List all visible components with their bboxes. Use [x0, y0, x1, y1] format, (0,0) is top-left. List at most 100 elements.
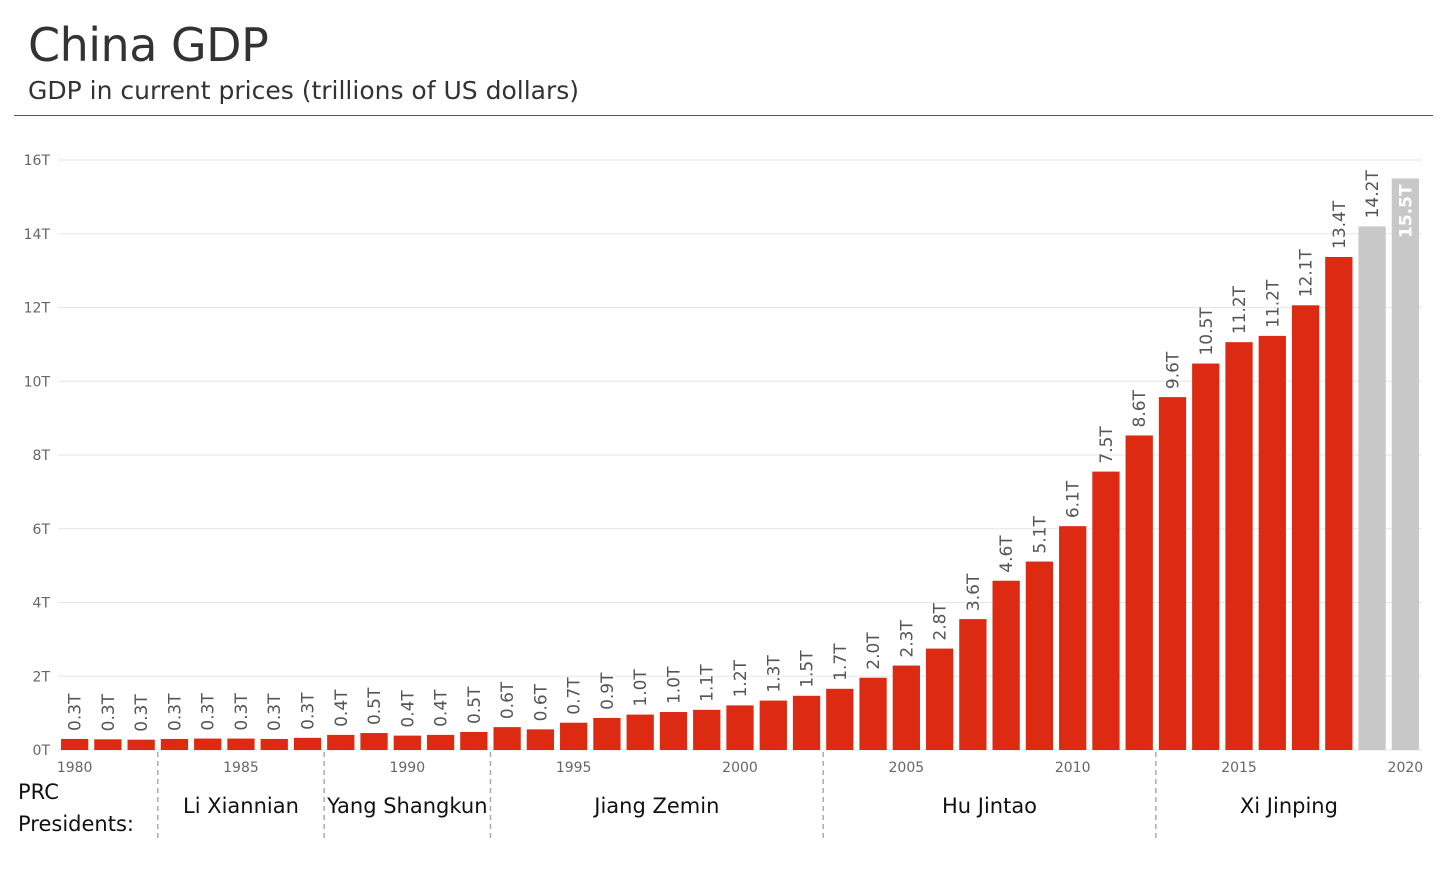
- data-label: 0.3T: [299, 692, 319, 730]
- gdp-bar: [759, 700, 787, 750]
- data-label: 0.3T: [66, 693, 86, 731]
- gdp-bar: [1092, 471, 1120, 750]
- chart-title: China GDP: [28, 18, 269, 72]
- y-tick-label: 2T: [33, 669, 51, 685]
- y-axis: 0T 2T 4T 6T 8T 10T 12T 14T 16T: [24, 153, 51, 759]
- x-tick-label: 2015: [1221, 760, 1257, 776]
- gdp-bar: [1192, 363, 1220, 750]
- y-tick-label: 6T: [33, 522, 51, 538]
- president-name: Jiang Zemin: [592, 794, 719, 818]
- data-label: 0.3T: [99, 693, 119, 731]
- y-tick-label: 0T: [33, 743, 51, 759]
- gdp-bar: [1291, 305, 1320, 750]
- gdp-bar: [94, 739, 122, 750]
- x-tick-label: 1995: [556, 760, 592, 776]
- data-label: 0.6T: [531, 683, 551, 721]
- gdp-bar: [393, 735, 421, 750]
- data-label: 0.6T: [498, 681, 518, 719]
- data-label: 0.7T: [565, 677, 585, 715]
- x-tick-label: 2010: [1055, 760, 1091, 776]
- gdp-bar: [260, 738, 288, 750]
- estimate-bar: [1358, 226, 1386, 750]
- data-label: 0.4T: [432, 689, 452, 727]
- president-name: Hu Jintao: [942, 794, 1037, 818]
- gdp-bar: [1225, 342, 1253, 750]
- gdp-bar: [992, 580, 1020, 750]
- gdp-bar: [560, 722, 588, 750]
- data-label: 12.1T: [1297, 248, 1317, 297]
- data-label: 1.7T: [831, 643, 851, 681]
- data-label: 0.3T: [232, 693, 252, 731]
- gdp-bar: [1325, 256, 1353, 750]
- gdp-bar: [726, 705, 754, 750]
- x-tick-label: 1990: [389, 760, 425, 776]
- gdp-bar: [194, 738, 222, 750]
- data-label: 0.9T: [598, 672, 618, 710]
- gdp-bar: [1125, 435, 1153, 750]
- data-label: 1.3T: [764, 655, 784, 693]
- gdp-bar: [659, 712, 688, 750]
- data-label: 1.0T: [664, 666, 684, 704]
- y-tick-label: 4T: [33, 596, 51, 612]
- gdp-bar: [160, 738, 189, 750]
- x-tick-label: 1980: [57, 760, 93, 776]
- gdp-bar: [892, 665, 920, 750]
- gdp-bar: [792, 695, 821, 750]
- y-tick-label: 16T: [24, 153, 51, 169]
- y-tick-label: 8T: [33, 448, 51, 464]
- president-name: Yang Shangkun: [326, 794, 487, 818]
- data-label: 5.1T: [1030, 516, 1050, 554]
- gdp-bar: [826, 688, 854, 750]
- gdp-bar: [859, 677, 887, 750]
- data-label: 1.1T: [698, 664, 718, 702]
- x-axis: 1980 1985 1990 1995 2000 2005 2010 2015 2020: [57, 760, 1423, 776]
- header-divider: [14, 115, 1433, 116]
- x-tick-label: 2020: [1388, 760, 1424, 776]
- data-label: 0.5T: [365, 687, 385, 725]
- gdp-bar: [360, 733, 388, 750]
- gdp-bar: [593, 717, 621, 750]
- data-label: 2.0T: [864, 632, 884, 670]
- gdp-bar: [293, 737, 322, 750]
- data-label: 0.4T: [332, 689, 352, 727]
- gdp-bar: [626, 714, 654, 750]
- data-label: 11.2T: [1230, 285, 1250, 334]
- data-label: 3.6T: [964, 573, 984, 611]
- data-label: 2.8T: [931, 603, 951, 641]
- gdp-bar: [1059, 526, 1087, 750]
- x-tick-label: 2005: [889, 760, 925, 776]
- data-label: 0.3T: [165, 693, 185, 731]
- data-label: 10.5T: [1197, 307, 1217, 356]
- x-tick-label: 2000: [722, 760, 758, 776]
- y-tick-label: 12T: [24, 301, 51, 317]
- data-label: 4.6T: [997, 535, 1017, 573]
- gdp-bar: [60, 738, 89, 750]
- gdp-bar: [227, 738, 255, 750]
- presidents-heading: PRC Presidents:: [18, 780, 134, 836]
- data-label: 0.5T: [465, 686, 485, 724]
- chart-subtitle: GDP in current prices (trillions of US d…: [28, 76, 580, 105]
- x-tick-label: 1985: [223, 760, 259, 776]
- data-label: 8.6T: [1130, 389, 1150, 427]
- data-label: 1.0T: [631, 669, 651, 707]
- gdp-bar: [959, 619, 987, 750]
- gdp-bar: [493, 727, 521, 750]
- data-label: 9.6T: [1163, 351, 1183, 389]
- president-name: Xi Jinping: [1240, 794, 1338, 818]
- estimate-bar: [1391, 178, 1420, 750]
- presidents-band: Li Xiannian Yang Shangkun Jiang Zemin Hu Ji…: [157, 752, 1338, 842]
- gdp-bar: [1025, 561, 1054, 750]
- data-label: 15.5T: [1396, 184, 1416, 238]
- gdp-bar: [693, 709, 721, 750]
- gdp-bar: [1158, 397, 1187, 750]
- data-label: 6.1T: [1064, 480, 1084, 518]
- data-label: 1.2T: [731, 659, 751, 697]
- data-label: 11.2T: [1263, 279, 1283, 328]
- data-label: 0.3T: [265, 693, 285, 731]
- gdp-bar: [426, 734, 455, 750]
- gdp-bar: [327, 734, 355, 750]
- gdp-bar: [127, 739, 155, 750]
- data-label: 13.4T: [1330, 200, 1350, 249]
- data-label: 0.4T: [398, 690, 418, 728]
- gdp-bar: [925, 648, 954, 750]
